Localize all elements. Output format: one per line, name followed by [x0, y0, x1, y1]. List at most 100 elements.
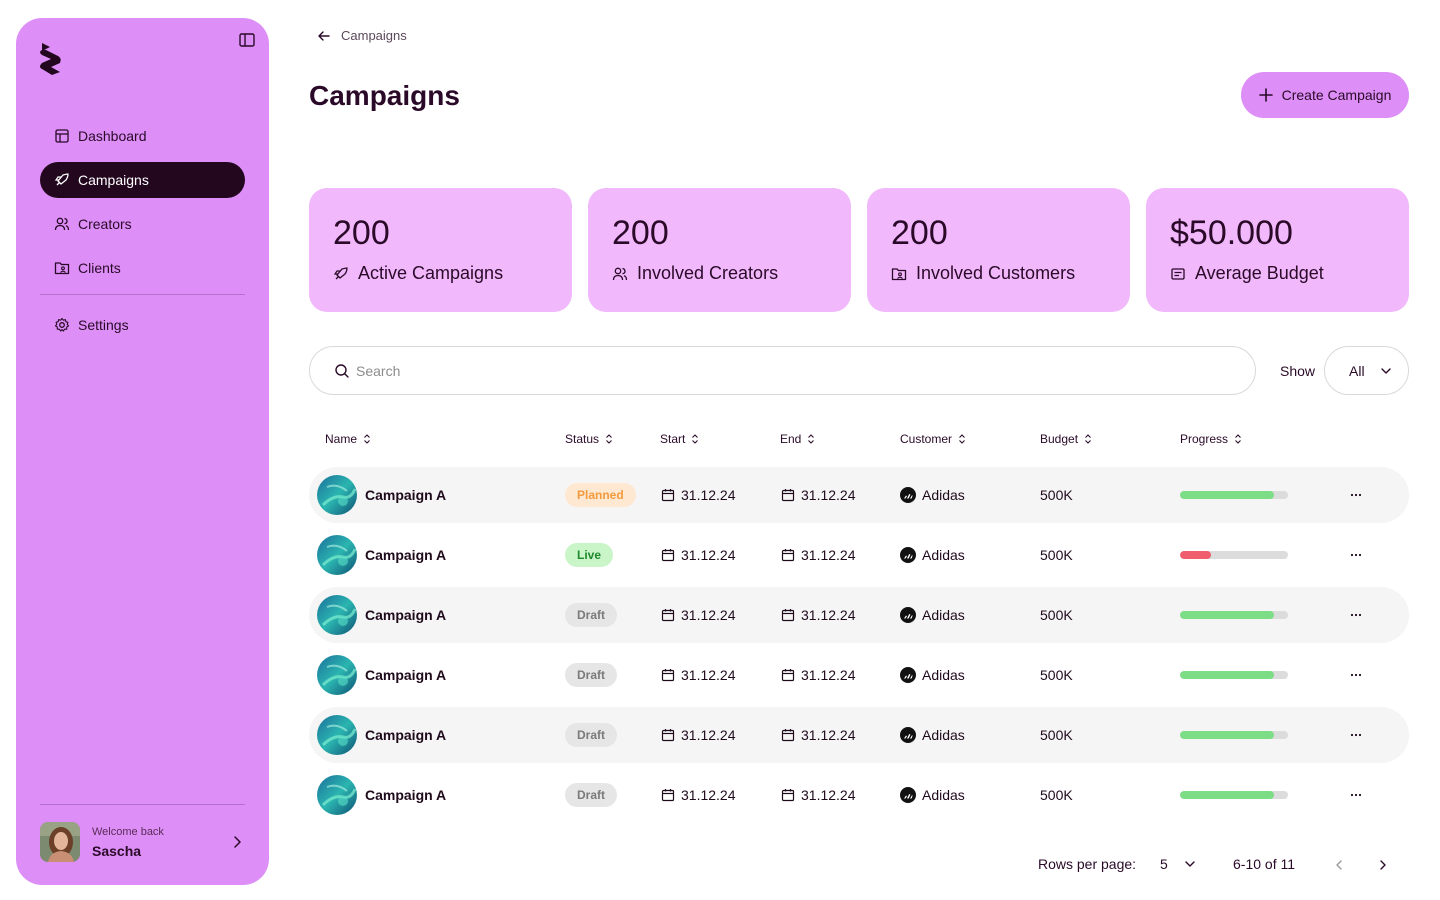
cell-end: 31.12.24 [781, 767, 856, 823]
table-row[interactable]: Campaign A Planned 31.12.24 31.12.24 Adidas 5… [309, 467, 1409, 523]
rows-per-page-value: 5 [1160, 856, 1168, 872]
calendar-icon [661, 548, 675, 562]
chevron-left-icon[interactable] [1332, 858, 1346, 872]
end-date: 31.12.24 [801, 487, 856, 503]
campaign-name[interactable]: Campaign A [365, 787, 447, 803]
stat-value: $50.000 [1170, 214, 1293, 252]
table-row[interactable]: Campaign A Draft 31.12.24 31.12.24 Adidas 500… [309, 767, 1409, 823]
cell-progress [1180, 767, 1288, 823]
calendar-icon [781, 728, 795, 742]
sidebar-item-settings[interactable]: Settings [40, 307, 245, 343]
search-bar[interactable] [309, 346, 1256, 395]
cell-budget: 500K [1040, 767, 1073, 823]
stat-label: Active Campaigns [358, 263, 504, 283]
cell-status: Draft [565, 767, 618, 823]
column-header-budget[interactable]: Budget [1040, 432, 1092, 446]
column-header-start[interactable]: Start [660, 432, 699, 446]
more-options-icon[interactable] [1349, 467, 1363, 523]
sort-icon [959, 434, 965, 444]
end-date: 31.12.24 [801, 727, 856, 743]
table-row[interactable]: Campaign A Live 31.12.24 31.12.24 Adidas 500K [309, 527, 1409, 583]
calendar-icon [781, 668, 795, 682]
campaign-name[interactable]: Campaign A [365, 727, 447, 743]
sidebar-item-campaigns[interactable]: Campaigns [40, 162, 245, 198]
sidebar-item-label: Creators [78, 216, 132, 232]
cell-budget: 500K [1040, 647, 1073, 703]
more-options-icon[interactable] [1349, 647, 1363, 703]
status-badge: Draft [565, 723, 618, 747]
sidebar: Dashboard Campaigns Creators Clients Se [16, 18, 269, 885]
sidebar-item-label: Campaigns [78, 172, 149, 188]
progress-bar [1180, 551, 1288, 559]
table-row[interactable]: Campaign A Draft 31.12.24 31.12.24 Adidas 500… [309, 647, 1409, 703]
campaign-thumbnail [317, 475, 357, 515]
sort-icon [364, 434, 370, 444]
search-input[interactable] [356, 362, 1236, 379]
cell-progress [1180, 467, 1288, 523]
cell-status: Draft [565, 647, 618, 703]
progress-fill [1180, 671, 1274, 679]
chevron-down-icon [1185, 861, 1195, 867]
campaign-thumbnail [317, 535, 357, 575]
column-header-label: Progress [1180, 432, 1229, 446]
column-header-label: End [780, 432, 802, 446]
cell-status: Planned [565, 467, 636, 523]
stat-label: Involved Customers [916, 263, 1076, 283]
sidebar-item-dashboard[interactable]: Dashboard [40, 118, 245, 154]
chevron-right-icon[interactable] [229, 834, 245, 850]
progress-fill [1180, 491, 1274, 499]
more-options-icon[interactable] [1349, 527, 1363, 583]
breadcrumb[interactable]: Campaigns [317, 28, 407, 43]
brand-logo[interactable] [38, 41, 64, 75]
campaign-name[interactable]: Campaign A [365, 667, 447, 683]
filter-select[interactable]: All [1324, 346, 1409, 395]
more-options-icon[interactable] [1349, 767, 1363, 823]
search-icon [335, 363, 349, 378]
stat-card-involved-creators: 200 Involved Creators [588, 188, 851, 312]
calendar-icon [661, 788, 675, 802]
more-options-icon[interactable] [1349, 707, 1363, 763]
sidebar-collapse-icon[interactable] [239, 33, 257, 47]
cell-start: 31.12.24 [661, 467, 736, 523]
user-profile[interactable]: Welcome back Sascha [40, 821, 245, 863]
cell-end: 31.12.24 [781, 707, 856, 763]
table-row[interactable]: Campaign A Draft 31.12.24 31.12.24 Adidas 500… [309, 587, 1409, 643]
budget-value: 500K [1040, 727, 1073, 743]
table-row[interactable]: Campaign A Draft 31.12.24 31.12.24 Adidas 500… [309, 707, 1409, 763]
arrow-left-icon [318, 30, 330, 41]
column-header-progress[interactable]: Progress [1180, 432, 1242, 446]
cell-progress [1180, 527, 1288, 583]
column-header-name[interactable]: Name [325, 432, 371, 446]
cell-start: 31.12.24 [661, 587, 736, 643]
rocket-icon [54, 172, 70, 188]
folder-users-icon [891, 266, 907, 282]
sidebar-item-creators[interactable]: Creators [40, 206, 245, 242]
status-badge: Draft [565, 603, 618, 627]
start-date: 31.12.24 [681, 727, 736, 743]
stat-label: Average Budget [1195, 263, 1324, 283]
calendar-icon [781, 488, 795, 502]
chevron-right-icon[interactable] [1376, 858, 1390, 872]
column-header-label: Customer [900, 432, 953, 446]
start-date: 31.12.24 [681, 787, 736, 803]
calendar-icon [781, 608, 795, 622]
adidas-logo-icon [900, 607, 916, 623]
cell-name: Campaign A [317, 647, 446, 703]
sidebar-item-clients[interactable]: Clients [40, 250, 245, 286]
create-campaign-button[interactable]: Create Campaign [1241, 72, 1409, 118]
cell-customer: Adidas [900, 647, 965, 703]
campaign-name[interactable]: Campaign A [365, 487, 447, 503]
rows-per-page-select[interactable]: 5 [1160, 856, 1196, 872]
cell-budget: 500K [1040, 587, 1073, 643]
more-options-icon[interactable] [1349, 587, 1363, 643]
campaign-thumbnail [317, 655, 357, 695]
column-header-end[interactable]: End [780, 432, 815, 446]
sort-icon [1085, 434, 1091, 444]
progress-bar [1180, 671, 1288, 679]
cell-end: 31.12.24 [781, 647, 856, 703]
column-header-status[interactable]: Status [565, 432, 613, 446]
campaign-name[interactable]: Campaign A [365, 547, 447, 563]
column-header-customer[interactable]: Customer [900, 432, 966, 446]
progress-fill [1180, 611, 1274, 619]
campaign-name[interactable]: Campaign A [365, 607, 447, 623]
